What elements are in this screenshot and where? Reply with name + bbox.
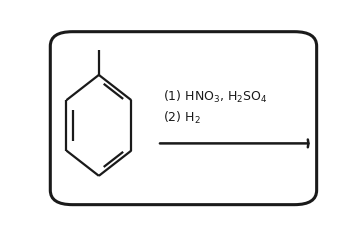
Text: (1) HNO$_3$, H$_2$SO$_4$: (1) HNO$_3$, H$_2$SO$_4$ <box>163 88 267 105</box>
FancyBboxPatch shape <box>50 32 317 205</box>
Text: (2) H$_2$: (2) H$_2$ <box>163 110 200 126</box>
